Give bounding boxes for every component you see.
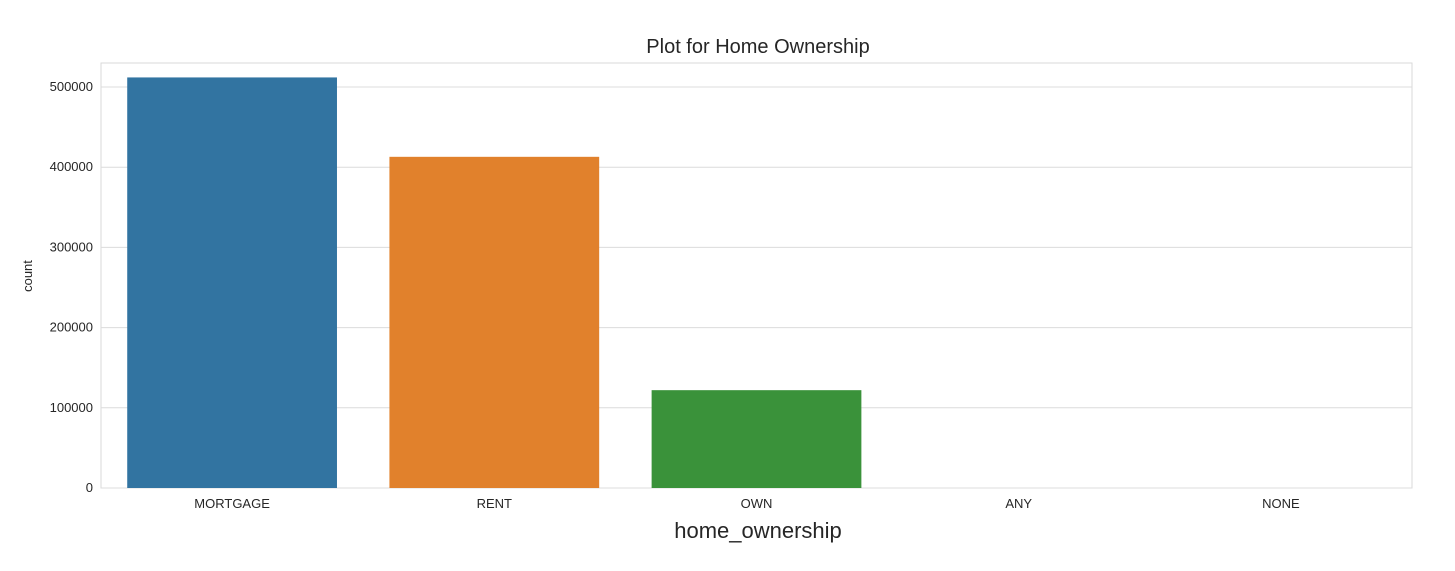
- x-tick-label: ANY: [1005, 496, 1032, 511]
- bar-rent: [389, 156, 600, 489]
- bar-own: [651, 390, 862, 488]
- bars: [127, 77, 862, 489]
- y-tick-label: 200000: [50, 320, 93, 335]
- y-tick-label: 500000: [50, 79, 93, 94]
- chart-title: Plot for Home Ownership: [646, 36, 869, 58]
- bar-mortgage: [127, 77, 337, 488]
- y-tick-label: 0: [86, 480, 93, 495]
- y-tick-label: 100000: [50, 400, 93, 415]
- x-tick-label: MORTGAGE: [194, 496, 270, 511]
- x-axis-label: home_ownership: [674, 518, 842, 543]
- x-tick-label: NONE: [1262, 496, 1300, 511]
- y-tick-label: 400000: [50, 159, 93, 174]
- y-axis-label: count: [20, 260, 35, 292]
- y-tick-labels: 0 100000 200000 300000 400000 500000: [50, 79, 93, 495]
- x-tick-label: RENT: [477, 496, 512, 511]
- y-tick-label: 300000: [50, 239, 93, 254]
- x-tick-labels: MORTGAGE RENT OWN ANY NONE: [194, 496, 1300, 511]
- x-tick-label: OWN: [741, 496, 773, 511]
